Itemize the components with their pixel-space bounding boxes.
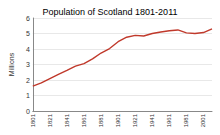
svg-text:1841: 1841	[64, 113, 70, 127]
svg-text:3: 3	[26, 61, 30, 68]
svg-text:1881: 1881	[98, 113, 104, 127]
svg-text:1921: 1921	[132, 113, 138, 127]
svg-text:Population of Scotland 1801-20: Population of Scotland 1801-2011	[43, 7, 178, 17]
svg-text:4: 4	[26, 46, 30, 53]
svg-text:2: 2	[26, 77, 30, 84]
svg-text:1941: 1941	[149, 113, 155, 127]
svg-text:1801: 1801	[30, 113, 36, 127]
svg-text:1961: 1961	[166, 113, 172, 127]
svg-text:Millions: Millions	[8, 52, 15, 76]
svg-text:2001: 2001	[200, 113, 206, 127]
svg-text:1: 1	[26, 92, 30, 99]
svg-text:1821: 1821	[47, 113, 53, 127]
svg-text:1861: 1861	[81, 113, 87, 127]
svg-text:1901: 1901	[115, 113, 121, 127]
svg-text:5: 5	[26, 30, 30, 37]
svg-text:0: 0	[26, 108, 30, 115]
svg-text:1981: 1981	[183, 113, 189, 127]
svg-text:6: 6	[26, 15, 30, 22]
